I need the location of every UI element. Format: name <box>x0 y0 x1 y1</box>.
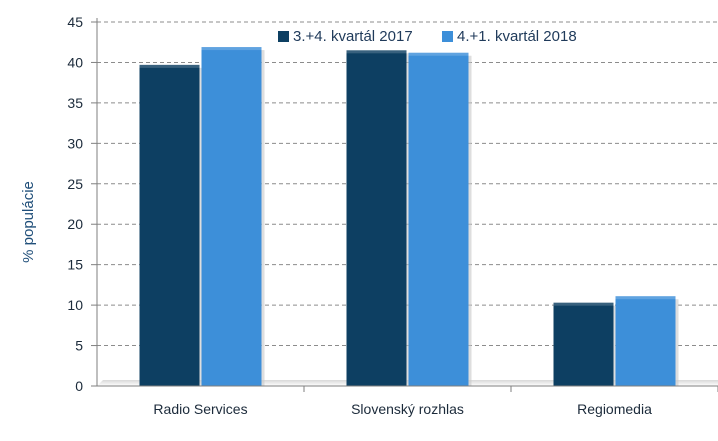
bar-highlight <box>553 302 614 306</box>
y-tick-label: 15 <box>67 257 83 273</box>
x-tick-label: Radio Services <box>153 401 247 417</box>
axes <box>91 18 718 392</box>
bars <box>139 47 679 387</box>
labels: 0 5 10 15 20 25 30 35 40 45 Radio Services Slovensk… <box>67 14 652 417</box>
bar-series2 <box>615 296 676 386</box>
legend-label: 3.+4. kvartál 2017 <box>293 28 413 45</box>
y-tick-label: 20 <box>67 216 83 232</box>
y-tick-label: 30 <box>67 135 83 151</box>
bar-highlight <box>201 47 262 51</box>
bar-highlight <box>615 296 676 300</box>
legend-label: 4.+1. kvartál 2018 <box>457 28 577 45</box>
y-tick-label: 45 <box>67 14 83 30</box>
legend-swatch <box>278 31 289 42</box>
legend-swatch <box>442 31 453 42</box>
legend: 3.+4. kvartál 2017 4.+1. kvartál 2018 <box>278 28 577 45</box>
bar-series1 <box>139 64 200 387</box>
bar-series1 <box>553 302 614 386</box>
y-tick-label: 25 <box>67 176 83 192</box>
bar-series2 <box>201 47 262 386</box>
bar-series1 <box>346 50 407 387</box>
x-tick-label: Slovenský rozhlas <box>351 401 464 417</box>
y-tick-label: 40 <box>67 54 83 70</box>
y-tick-label: 5 <box>75 338 83 354</box>
x-tick-label: Regiomedia <box>577 401 652 417</box>
bar-highlight <box>139 64 200 68</box>
bar-series2 <box>408 52 469 386</box>
y-axis-title: % populácie <box>20 181 37 263</box>
y-tick-label: 0 <box>75 378 83 394</box>
bar-highlight <box>408 52 469 56</box>
y-tick-label: 10 <box>67 297 83 313</box>
bar-highlight <box>346 50 407 54</box>
y-tick-label: 35 <box>67 95 83 111</box>
